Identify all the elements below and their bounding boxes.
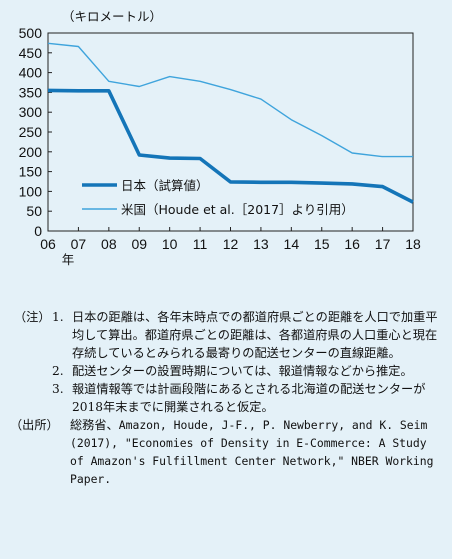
- legend-entry: 日本（試算値）: [121, 178, 209, 193]
- y-tick-label: 150: [19, 164, 43, 180]
- notes-section: （注） 1. 日本の距離は、各年末時点での都道府県ごとの距離を人口で加重平均して…: [0, 308, 452, 488]
- source-text-en: Amazon, Houde, J-F., P. Newberry, and K.…: [70, 418, 434, 486]
- y-tick-label: 200: [19, 144, 43, 160]
- y-tick-label: 50: [26, 203, 42, 219]
- x-tick-label: 11: [193, 236, 208, 252]
- source-row: （出所） 総務省、Amazon, Houde, J-F., P. Newberr…: [0, 416, 452, 488]
- notes-label: （注）: [14, 310, 51, 324]
- chart: （キロメートル） 0501001502002503003504004505000…: [19, 9, 421, 267]
- x-tick-label: 17: [375, 236, 391, 252]
- y-tick-label: 100: [19, 183, 43, 199]
- y-tick-label: 450: [19, 45, 43, 61]
- note-item-3: 3. 報道情報等では計画段階にあるとされる北海道の配送センターが2018年末まで…: [0, 380, 452, 416]
- note-text: 日本の距離は、各年末時点での都道府県ごとの距離を人口で加重平均して算出。都道府県…: [72, 310, 438, 360]
- x-tick-label: 18: [405, 236, 421, 252]
- source-text: 総務省、Amazon, Houde, J-F., P. Newberry, an…: [70, 416, 444, 488]
- x-tick-label: 10: [162, 236, 178, 252]
- y-tick-label: 350: [19, 84, 43, 100]
- series-line-2: [47, 42, 413, 158]
- note-text: 配送センターの設置時期については、報道情報などから推定。: [72, 364, 413, 378]
- note-number: 3.: [52, 382, 64, 396]
- note-number: 2.: [52, 364, 64, 378]
- x-tick-label: 07: [71, 236, 87, 252]
- series-line-1: [47, 88, 414, 204]
- note-text: 報道情報等では計画段階にあるとされる北海道の配送センターが2018年末までに開業…: [72, 382, 426, 414]
- y-tick-label: 400: [19, 65, 43, 81]
- x-tick-label: 06: [40, 236, 56, 252]
- x-tick-label: 09: [131, 236, 147, 252]
- y-tick-label: 500: [19, 25, 43, 41]
- x-tick-label: 08: [101, 236, 117, 252]
- y-tick-label: 250: [19, 124, 43, 140]
- source-label: （出所）: [10, 418, 59, 432]
- y-tick-label: 0: [34, 223, 42, 239]
- x-unit-label: 年: [62, 252, 75, 267]
- source-text-jp: 総務省、: [70, 418, 119, 432]
- note-number: 1.: [52, 310, 64, 324]
- legend-entry: 米国（Houde et al.［2017］より引用）: [121, 202, 354, 217]
- x-tick-label: 15: [314, 236, 330, 252]
- note-item-2: 2. 配送センターの設置時期については、報道情報などから推定。: [0, 362, 452, 380]
- note-item-1: （注） 1. 日本の距離は、各年末時点での都道府県ごとの距離を人口で加重平均して…: [0, 308, 452, 362]
- x-tick-label: 12: [223, 236, 239, 252]
- y-unit-label: （キロメートル）: [62, 9, 162, 24]
- axes: 0 50 100 150 200 250 300 350 400 450 500 06 07 08 09 10…: [19, 25, 421, 267]
- legend: 日本（試算値） 米国（Houde et al.［2017］より引用）: [82, 178, 354, 217]
- y-tick-label: 300: [19, 104, 43, 120]
- x-tick-label: 13: [253, 236, 269, 252]
- x-tick-label: 14: [284, 236, 300, 252]
- x-tick-label: 16: [344, 236, 360, 252]
- series-layer: [47, 42, 414, 204]
